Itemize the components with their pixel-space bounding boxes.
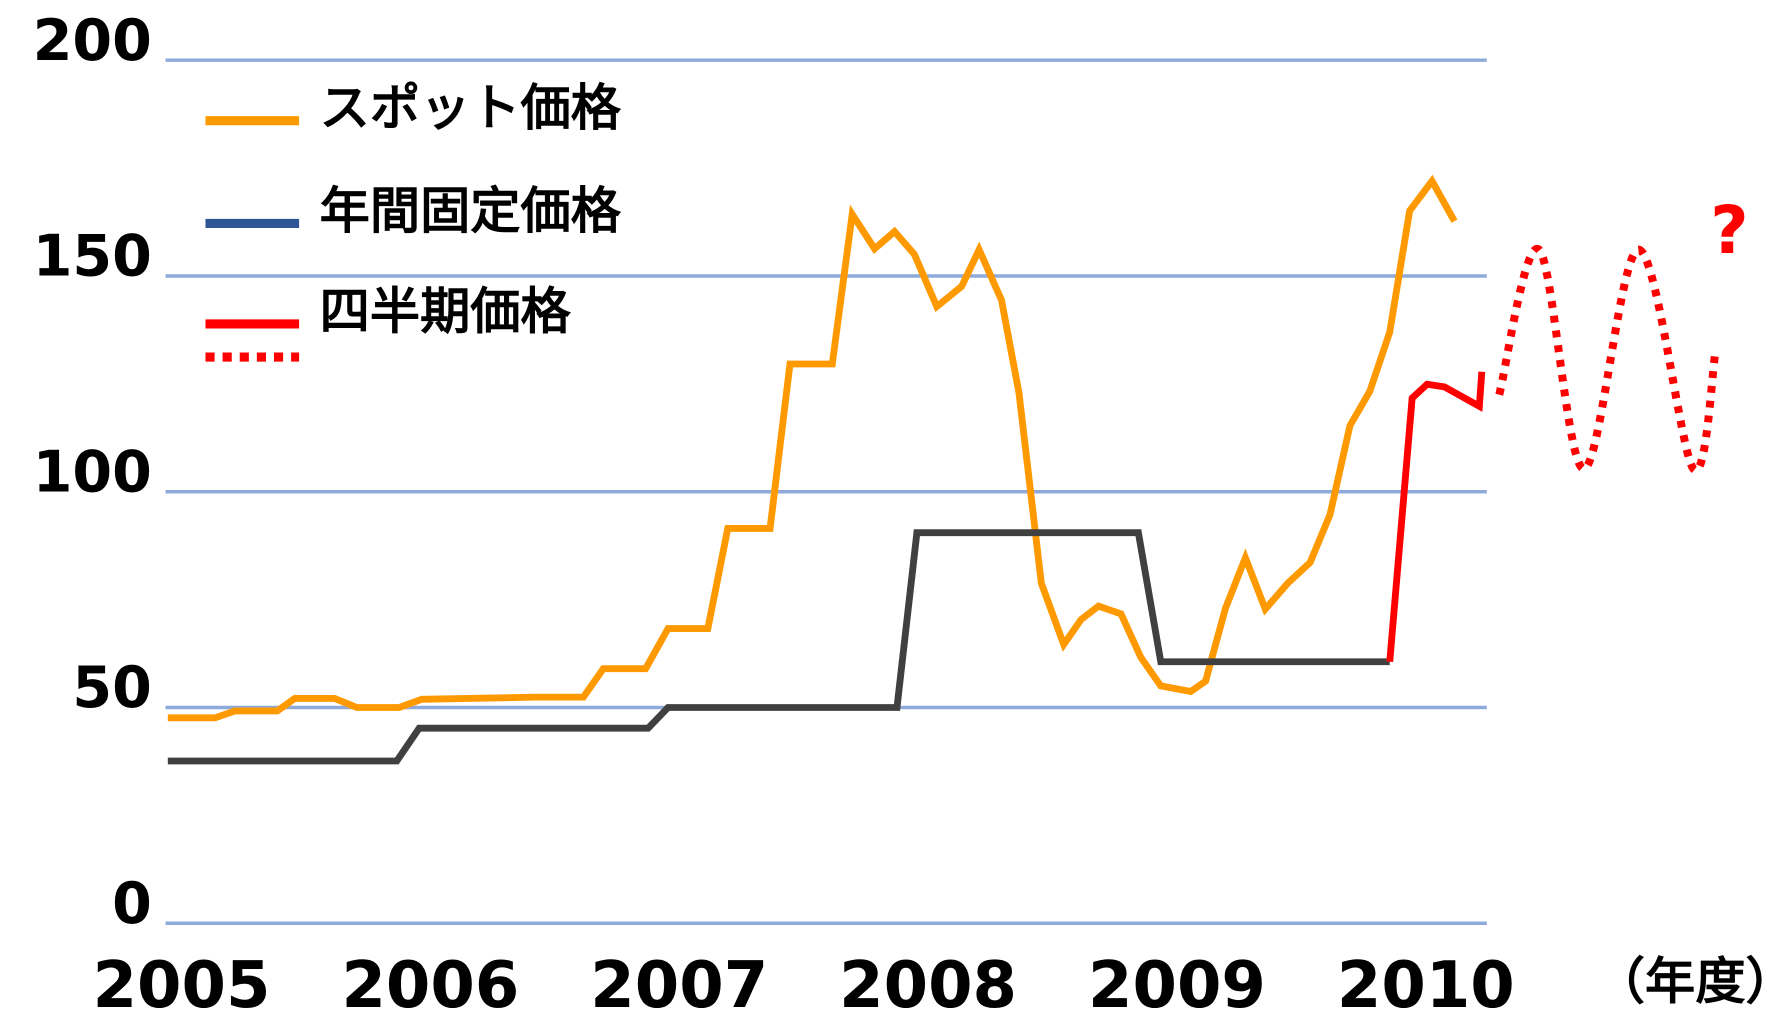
- x-tick-label: 2006: [341, 949, 519, 1020]
- legend-label: スポット価格: [320, 78, 622, 137]
- y-tick-label: 0: [112, 871, 152, 937]
- annotation: ?: [1710, 192, 1748, 269]
- y-tick-label: 200: [33, 8, 152, 74]
- x-tick-label: 2008: [839, 949, 1017, 1020]
- y-tick-label: 50: [72, 655, 151, 721]
- legend-label: 年間固定価格: [320, 181, 622, 240]
- series-line: [167, 174, 1458, 722]
- series-line: [167, 529, 1390, 765]
- x-tick-label: 2010: [1337, 949, 1515, 1020]
- x-tick-label: 2007: [590, 949, 768, 1020]
- y-tick-label: 150: [33, 224, 152, 290]
- legend-label: 四半期価格: [320, 281, 572, 340]
- x-tick-label: 2009: [1088, 949, 1266, 1020]
- series-line: [1386, 371, 1486, 663]
- x-tick-label: 2005: [93, 949, 271, 1020]
- series-line: [1495, 245, 1720, 475]
- x-unit-label: （年度）: [1595, 951, 1790, 1010]
- y-tick-label: 100: [33, 439, 152, 505]
